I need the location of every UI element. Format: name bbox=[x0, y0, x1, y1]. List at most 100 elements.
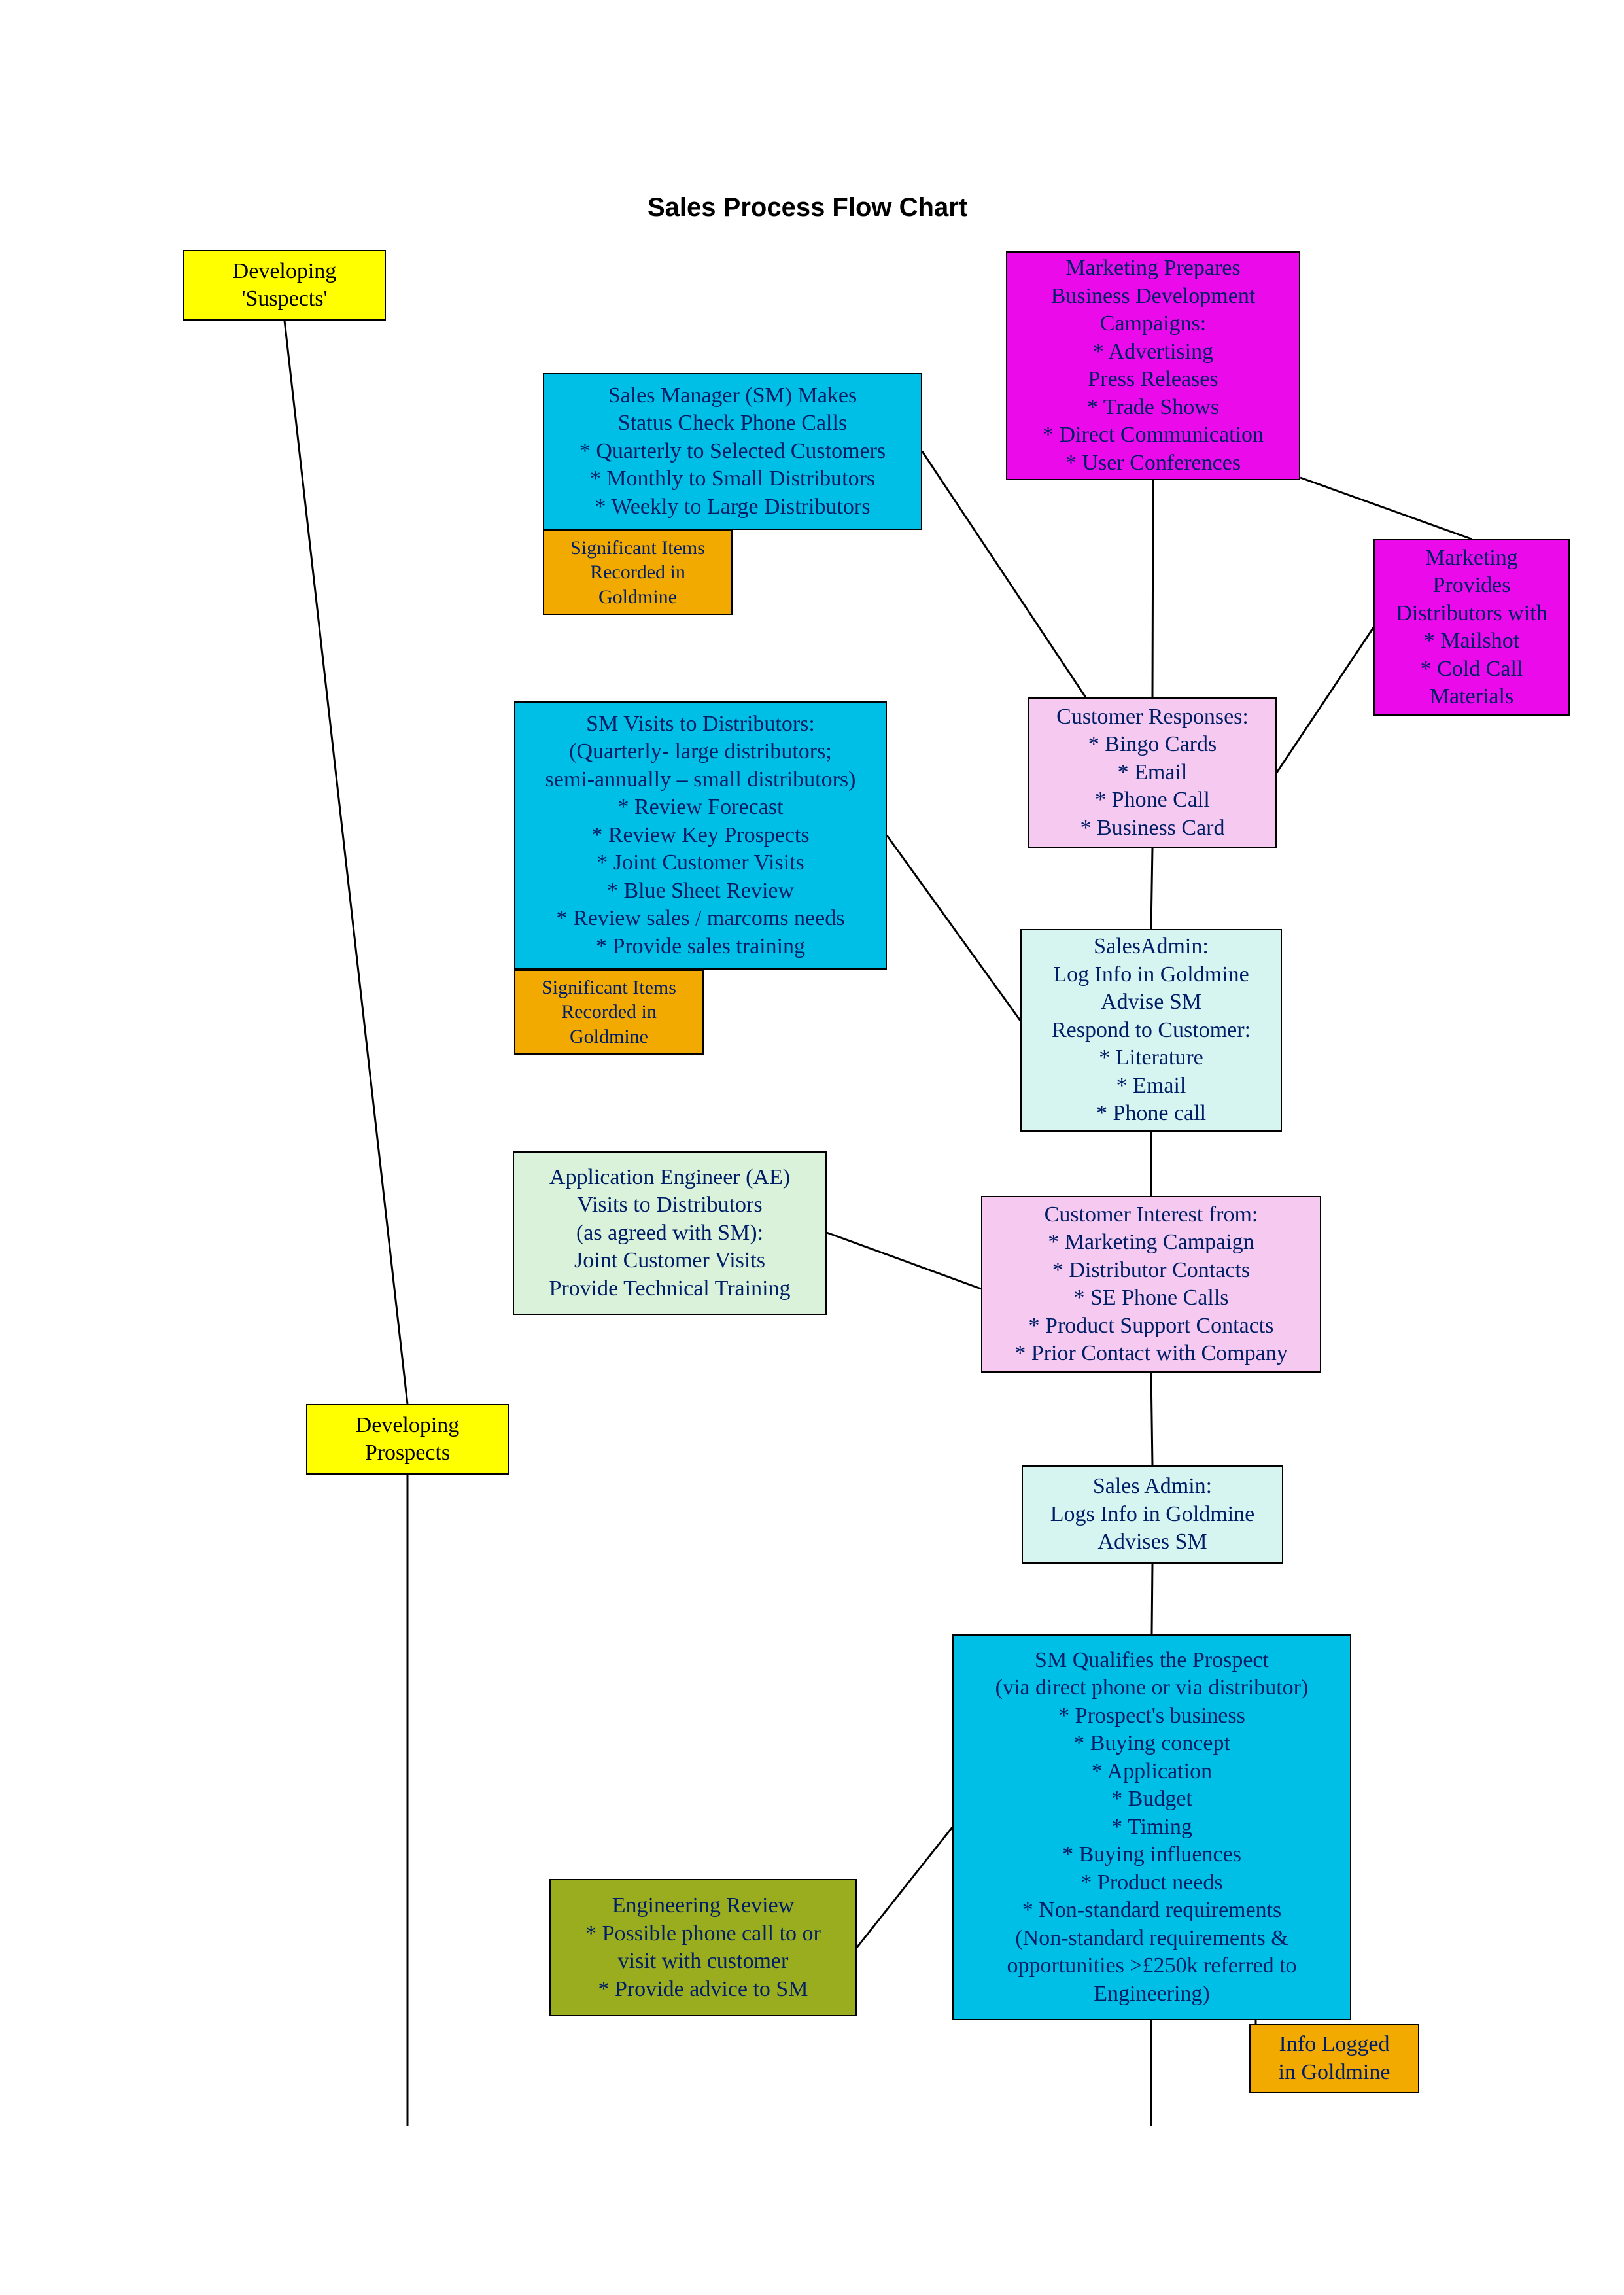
node-text-line: Recorded in bbox=[551, 560, 725, 585]
node-text-line: * Timing bbox=[960, 1813, 1343, 1842]
node-text-line: semi-annually – small distributors) bbox=[522, 766, 879, 794]
node-text-line: (Quarterly- large distributors; bbox=[522, 738, 879, 766]
node-text-line: Prospects bbox=[314, 1439, 501, 1467]
node-marketing-provides: MarketingProvidesDistributors with* Mail… bbox=[1373, 539, 1570, 716]
node-text-line: * Product needs bbox=[960, 1869, 1343, 1897]
node-text-line: * Trade Shows bbox=[1014, 394, 1292, 422]
node-text-line: * Review Key Prospects bbox=[522, 822, 879, 850]
node-text-line: * Prior Contact with Company bbox=[989, 1340, 1313, 1368]
node-text-line: * Buying concept bbox=[960, 1730, 1343, 1758]
node-text-line: * Marketing Campaign bbox=[989, 1229, 1313, 1257]
node-text-line: * SE Phone Calls bbox=[989, 1284, 1313, 1312]
node-text-line: visit with customer bbox=[557, 1948, 849, 1976]
node-text-line: * Prospect's business bbox=[960, 1702, 1343, 1730]
node-text-line: opportunities >£250k referred to bbox=[960, 1952, 1343, 1980]
edge bbox=[1277, 627, 1373, 773]
node-text-line: * Blue Sheet Review bbox=[522, 877, 879, 905]
node-text-line: SalesAdmin: bbox=[1028, 933, 1274, 961]
node-text-line: Advise SM bbox=[1028, 989, 1274, 1017]
node-customer-interest: Customer Interest from:* Marketing Campa… bbox=[981, 1196, 1321, 1373]
node-text-line: * Buying influences bbox=[960, 1841, 1343, 1869]
chart-title: Sales Process Flow Chart bbox=[648, 193, 967, 222]
node-sig-items-1: Significant ItemsRecorded inGoldmine bbox=[543, 530, 733, 615]
flowchart-canvas: Sales Process Flow Chart Developing'Susp… bbox=[0, 0, 1624, 2295]
node-text-line: * Review sales / marcoms needs bbox=[522, 905, 879, 933]
node-text-line: Developing bbox=[191, 258, 378, 286]
node-text-line: Developing bbox=[314, 1412, 501, 1440]
node-text-line: SM Visits to Distributors: bbox=[522, 710, 879, 739]
node-text-line: Customer Responses: bbox=[1036, 703, 1269, 731]
node-text-line: * Advertising bbox=[1014, 338, 1292, 366]
node-sm-qualifies: SM Qualifies the Prospect(via direct pho… bbox=[952, 1634, 1351, 2020]
node-text-line: Campaigns: bbox=[1014, 310, 1292, 338]
node-text-line: * Quarterly to Selected Customers bbox=[551, 438, 914, 466]
node-text-line: Logs Info in Goldmine bbox=[1029, 1501, 1275, 1529]
node-text-line: * Phone call bbox=[1028, 1100, 1274, 1128]
node-text-line: * Distributor Contacts bbox=[989, 1257, 1313, 1285]
edge bbox=[857, 1827, 952, 1948]
node-text-line: * Monthly to Small Distributors bbox=[551, 465, 914, 493]
node-text-line: Goldmine bbox=[551, 585, 725, 610]
node-prospects: DevelopingProspects bbox=[306, 1404, 509, 1475]
node-text-line: Distributors with bbox=[1381, 600, 1562, 628]
edge bbox=[285, 321, 407, 1404]
edge bbox=[827, 1233, 981, 1289]
node-text-line: * Email bbox=[1028, 1072, 1274, 1100]
node-text-line: SM Qualifies the Prospect bbox=[960, 1647, 1343, 1675]
node-text-line: * Email bbox=[1036, 759, 1269, 787]
node-text-line: * Budget bbox=[960, 1785, 1343, 1813]
edge bbox=[1151, 848, 1152, 929]
node-text-line: Log Info in Goldmine bbox=[1028, 961, 1274, 989]
node-text-line: * Cold Call bbox=[1381, 656, 1562, 684]
node-text-line: Status Check Phone Calls bbox=[551, 410, 914, 438]
node-text-line: * Possible phone call to or bbox=[557, 1920, 849, 1948]
node-text-line: Recorded in bbox=[522, 1000, 696, 1025]
node-text-line: Marketing bbox=[1381, 544, 1562, 572]
node-text-line: Info Logged bbox=[1257, 2031, 1411, 2059]
node-text-line: * Bingo Cards bbox=[1036, 731, 1269, 759]
node-marketing-prepares: Marketing PreparesBusiness DevelopmentCa… bbox=[1006, 251, 1300, 480]
node-text-line: Business Development bbox=[1014, 283, 1292, 311]
node-text-line: Advises SM bbox=[1029, 1528, 1275, 1556]
node-text-line: Press Releases bbox=[1014, 366, 1292, 394]
node-text-line: Customer Interest from: bbox=[989, 1201, 1313, 1229]
node-customer-responses: Customer Responses:* Bingo Cards* Email*… bbox=[1028, 697, 1277, 848]
node-text-line: Provide Technical Training bbox=[521, 1275, 819, 1303]
node-text-line: * Direct Communication bbox=[1014, 421, 1292, 449]
node-text-line: * Literature bbox=[1028, 1044, 1274, 1072]
node-text-line: (as agreed with SM): bbox=[521, 1219, 819, 1248]
node-text-line: * Provide advice to SM bbox=[557, 1976, 849, 2004]
node-ae-visits: Application Engineer (AE)Visits to Distr… bbox=[513, 1151, 827, 1315]
node-text-line: Engineering Review bbox=[557, 1892, 849, 1920]
node-sm-visits: SM Visits to Distributors:(Quarterly- la… bbox=[514, 701, 887, 970]
node-text-line: * Review Forecast bbox=[522, 794, 879, 822]
node-text-line: Engineering) bbox=[960, 1980, 1343, 2008]
node-text-line: * Application bbox=[960, 1758, 1343, 1786]
node-text-line: Goldmine bbox=[522, 1025, 696, 1049]
node-text-line: Provides bbox=[1381, 572, 1562, 600]
node-text-line: Marketing Prepares bbox=[1014, 254, 1292, 283]
node-eng-review: Engineering Review* Possible phone call … bbox=[549, 1879, 857, 2016]
node-text-line: Respond to Customer: bbox=[1028, 1017, 1274, 1045]
node-text-line: (Non-standard requirements & bbox=[960, 1925, 1343, 1953]
node-text-line: Sales Admin: bbox=[1029, 1473, 1275, 1501]
node-text-line: 'Suspects' bbox=[191, 285, 378, 313]
edge bbox=[1152, 480, 1153, 697]
node-text-line: * Weekly to Large Distributors bbox=[551, 493, 914, 521]
node-text-line: in Goldmine bbox=[1257, 2059, 1411, 2087]
node-text-line: (via direct phone or via distributor) bbox=[960, 1674, 1343, 1702]
node-sig-items-2: Significant ItemsRecorded inGoldmine bbox=[514, 970, 704, 1055]
node-text-line: * Business Card bbox=[1036, 815, 1269, 843]
node-text-line: Significant Items bbox=[551, 536, 725, 561]
node-sm-phone-calls: Sales Manager (SM) MakesStatus Check Pho… bbox=[543, 373, 922, 530]
node-text-line: Sales Manager (SM) Makes bbox=[551, 382, 914, 410]
node-text-line: * User Conferences bbox=[1014, 449, 1292, 478]
node-text-line: * Provide sales training bbox=[522, 933, 879, 961]
node-info-logged: Info Loggedin Goldmine bbox=[1249, 2024, 1419, 2093]
node-text-line: * Product Support Contacts bbox=[989, 1312, 1313, 1340]
node-salesadmin-2: Sales Admin:Logs Info in GoldmineAdvises… bbox=[1022, 1465, 1283, 1564]
node-text-line: * Phone Call bbox=[1036, 786, 1269, 815]
node-text-line: Significant Items bbox=[522, 975, 696, 1000]
node-suspects: Developing'Suspects' bbox=[183, 250, 386, 321]
node-text-line: Joint Customer Visits bbox=[521, 1247, 819, 1275]
